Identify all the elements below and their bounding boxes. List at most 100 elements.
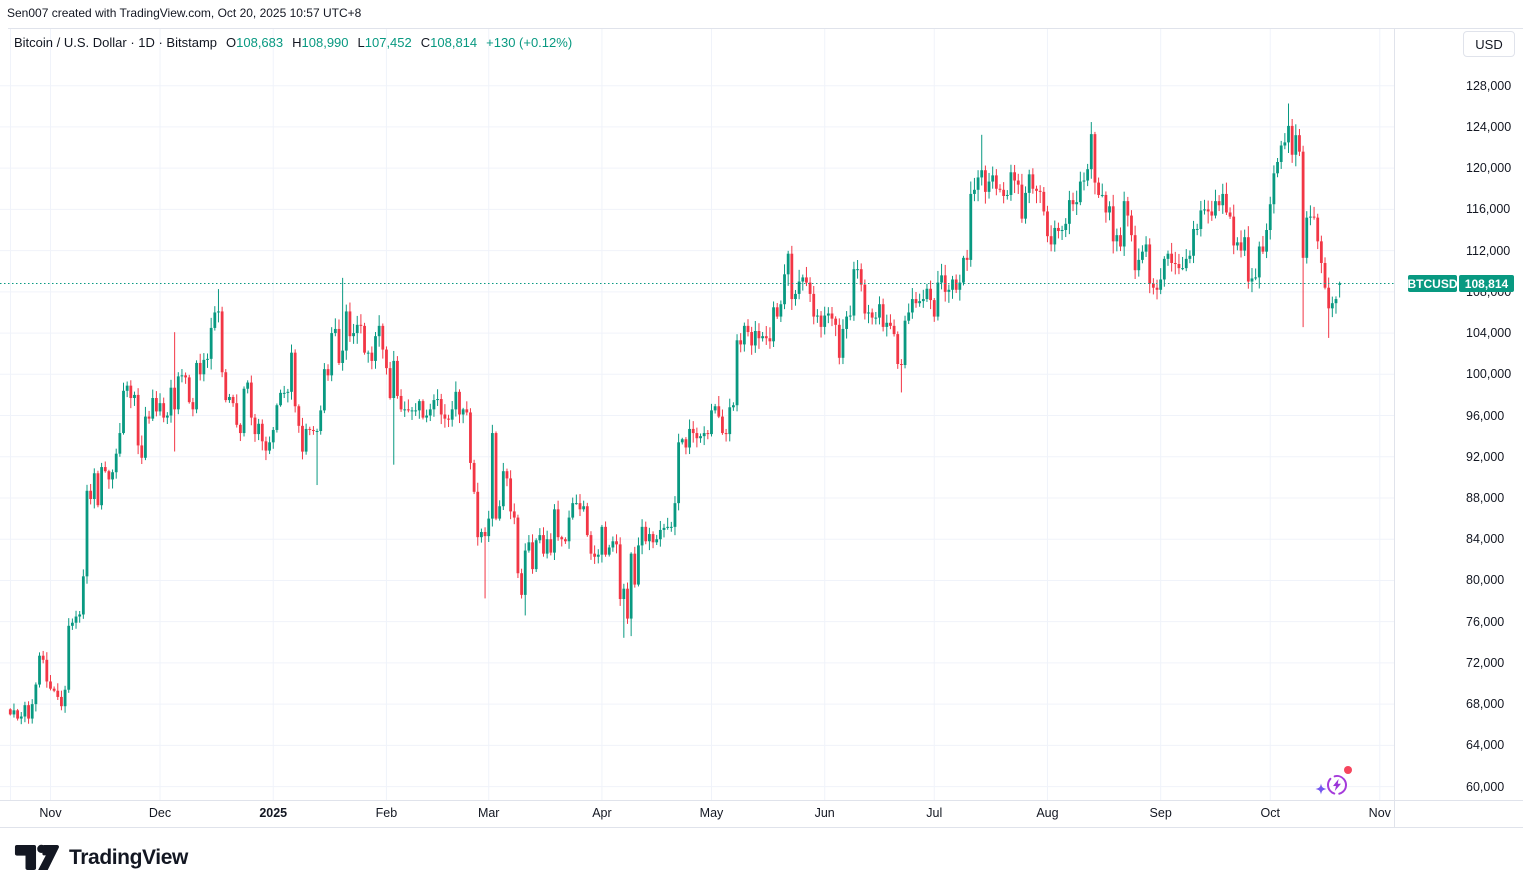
price-axis-label: 80,000 bbox=[1466, 573, 1505, 588]
candle-up bbox=[1276, 161, 1279, 174]
candle-down bbox=[509, 478, 513, 512]
candle-down bbox=[1020, 184, 1024, 219]
candle-up bbox=[761, 336, 765, 339]
candle-down bbox=[691, 428, 695, 434]
candle-up bbox=[217, 311, 220, 313]
candle-down bbox=[932, 300, 936, 317]
candle-up bbox=[195, 362, 198, 410]
candle-down bbox=[235, 403, 239, 425]
time-axis-label: Sep bbox=[1149, 806, 1172, 820]
attribution-text: Sen007 created with TradingView.com, Oct… bbox=[7, 6, 362, 20]
candle-up bbox=[962, 257, 965, 283]
candle-down bbox=[1319, 241, 1323, 263]
candle-up bbox=[322, 369, 326, 411]
candle-up bbox=[228, 396, 231, 401]
price-axis-label: 68,000 bbox=[1466, 697, 1505, 712]
candle-up bbox=[1075, 202, 1079, 205]
candle-up bbox=[1257, 246, 1261, 278]
ai-technicals-icon[interactable] bbox=[1315, 766, 1353, 798]
candle-up bbox=[330, 333, 334, 376]
candle-up bbox=[1064, 223, 1068, 231]
candle-down bbox=[834, 318, 838, 325]
candle-down bbox=[564, 539, 567, 542]
candle-down bbox=[1155, 287, 1159, 290]
candle-up bbox=[213, 312, 217, 328]
candle-down bbox=[899, 363, 903, 366]
candle-down bbox=[929, 288, 933, 301]
legend-high: H108,990 bbox=[292, 35, 349, 50]
candle-down bbox=[1246, 237, 1250, 282]
candle-down bbox=[1225, 193, 1228, 213]
time-axis-label: Aug bbox=[1036, 806, 1059, 820]
candle-down bbox=[1046, 211, 1049, 237]
candle-up bbox=[1287, 125, 1290, 143]
candle-up bbox=[417, 401, 421, 411]
candle-down bbox=[220, 311, 224, 373]
candle-down bbox=[1130, 215, 1133, 236]
candle-up bbox=[918, 301, 922, 304]
candle-up bbox=[797, 281, 801, 294]
candle-up bbox=[655, 539, 659, 543]
candle-up bbox=[1060, 230, 1064, 232]
candle-down bbox=[1298, 135, 1301, 152]
candle-down bbox=[1071, 200, 1075, 205]
candle-down bbox=[965, 257, 969, 260]
price-axis-label: 64,000 bbox=[1466, 738, 1505, 753]
candle-up bbox=[436, 399, 439, 401]
candle-up bbox=[1009, 172, 1013, 195]
candle-up bbox=[622, 588, 626, 600]
candle-up bbox=[991, 175, 995, 182]
candle-up bbox=[209, 327, 213, 359]
candle-down bbox=[140, 445, 144, 458]
candle-down bbox=[1049, 236, 1053, 245]
candle-down bbox=[520, 573, 523, 595]
candle-up bbox=[501, 471, 505, 507]
candle-down bbox=[1239, 242, 1243, 251]
candle-down bbox=[494, 433, 498, 519]
candle-up bbox=[987, 181, 991, 192]
currency-unit-button[interactable]: USD bbox=[1463, 31, 1515, 57]
tradingview-logo[interactable]: TradingView bbox=[14, 844, 188, 871]
candle-up bbox=[772, 307, 775, 342]
candle-up bbox=[1254, 277, 1258, 279]
candle-down bbox=[1232, 216, 1236, 246]
candle-down bbox=[1301, 151, 1305, 258]
candle-up bbox=[611, 541, 615, 548]
candle-up bbox=[1199, 210, 1203, 229]
lightning-bolt-icon bbox=[1333, 779, 1341, 791]
candle-up bbox=[246, 382, 250, 389]
candle-down bbox=[1133, 235, 1137, 271]
candle-down bbox=[45, 659, 49, 682]
candle-up bbox=[70, 622, 74, 626]
candle-up bbox=[658, 529, 662, 540]
candle-down bbox=[27, 705, 30, 719]
candle-down bbox=[983, 170, 987, 192]
candle-up bbox=[1195, 228, 1199, 230]
candle-down bbox=[260, 423, 264, 442]
candle-up bbox=[81, 576, 85, 615]
candle-down bbox=[483, 532, 487, 537]
candle-up bbox=[845, 316, 849, 329]
candle-up bbox=[202, 359, 206, 375]
candle-up bbox=[815, 315, 819, 317]
candle-up bbox=[874, 317, 878, 319]
candle-up bbox=[980, 170, 984, 178]
time-axis-label: May bbox=[699, 806, 724, 820]
price-axis-label: 116,000 bbox=[1466, 202, 1511, 217]
candle-up bbox=[1115, 235, 1119, 242]
candle-up bbox=[951, 279, 954, 290]
candle-down bbox=[812, 293, 816, 317]
time-axis-label: Oct bbox=[1260, 806, 1280, 820]
candle-down bbox=[293, 352, 297, 407]
candle-down bbox=[837, 324, 841, 358]
candle-down bbox=[1013, 172, 1016, 181]
candle-down bbox=[549, 539, 553, 553]
candle-down bbox=[556, 509, 560, 538]
candle-down bbox=[297, 406, 301, 426]
price-axis-label: 112,000 bbox=[1466, 243, 1511, 258]
candle-up bbox=[852, 269, 856, 316]
candle-up bbox=[319, 410, 323, 431]
candle-up bbox=[969, 193, 973, 260]
candle-up bbox=[151, 398, 155, 419]
